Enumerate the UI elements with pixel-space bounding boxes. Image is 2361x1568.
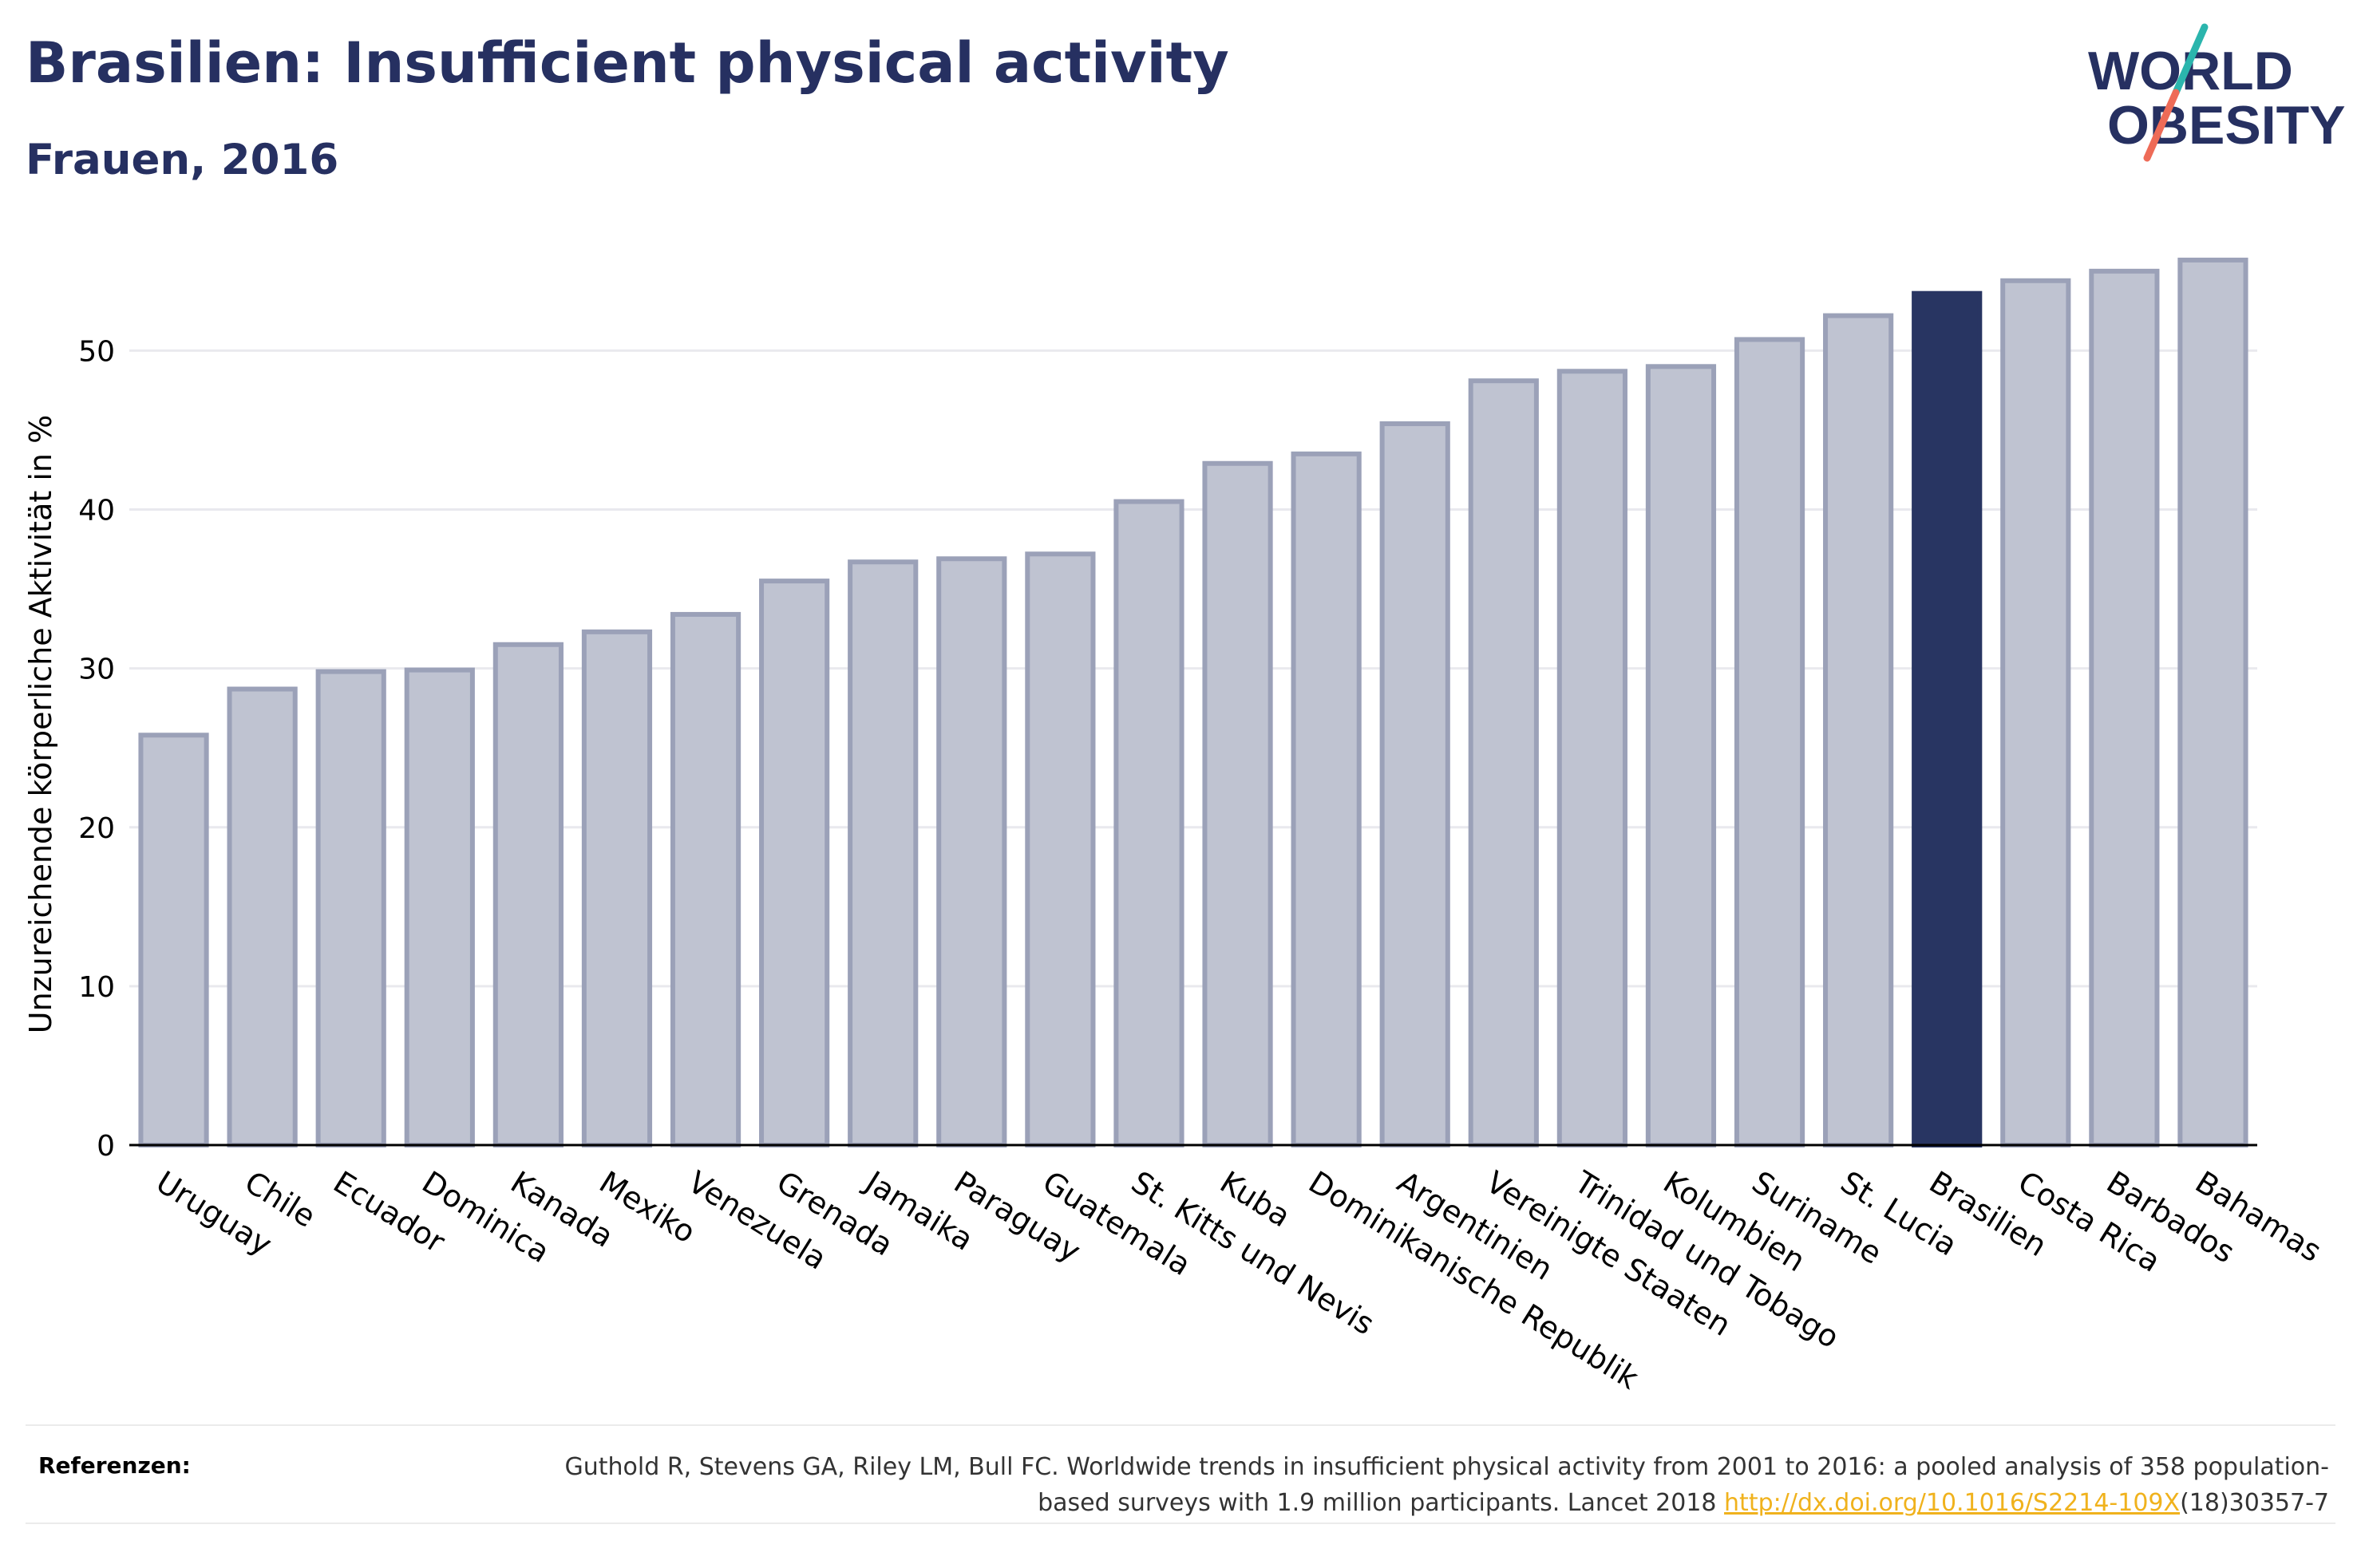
bar-ecuador <box>315 669 386 1147</box>
bar-mexiko <box>581 629 653 1147</box>
reference-divider-top <box>26 1424 2335 1426</box>
references-label: Referenzen: <box>38 1452 191 1479</box>
logo-line-2: OBESITY <box>2107 95 2346 156</box>
bar-dominikanische-republik <box>1291 451 1362 1147</box>
bars <box>138 257 2248 1148</box>
bar-st-kitts-und-nevis <box>1113 499 1184 1147</box>
references-text: Guthold R, Stevens GA, Riley LM, Bull FC… <box>493 1449 2329 1521</box>
bar-chile <box>227 686 298 1147</box>
y-tick-label: 20 <box>78 812 115 845</box>
bar-barbados <box>2089 268 2160 1147</box>
chart-title: Brasilien: Insufficient physical activit… <box>26 30 1229 96</box>
bar-bahamas <box>2177 257 2248 1147</box>
y-axis-ticks: 0 10 20 30 40 50 <box>78 335 115 1163</box>
references-citation: Guthold R, Stevens GA, Riley LM, Bull FC… <box>564 1453 2329 1517</box>
bar-brasilien <box>1912 290 1983 1147</box>
world-obesity-logo: WORLD OBESITY <box>2088 23 2346 162</box>
bar-st-lucia <box>1823 313 1894 1147</box>
y-tick-label: 50 <box>78 335 115 368</box>
bar-kuba <box>1202 460 1273 1147</box>
y-tick-label: 30 <box>78 654 115 686</box>
bar-jamaika <box>848 559 919 1147</box>
bar-dominica <box>404 667 475 1147</box>
y-axis-label: Unzureichende körperliche Aktivität in % <box>23 415 58 1033</box>
bar-grenada <box>759 579 830 1147</box>
y-tick-label: 40 <box>78 495 115 527</box>
bar-kolumbien <box>1645 364 1717 1148</box>
y-tick-label: 0 <box>97 1130 115 1163</box>
bar-suriname <box>1734 337 1805 1147</box>
logo-slash-coral <box>2143 89 2180 162</box>
bar-guatemala <box>1025 551 1096 1147</box>
bar-paraguay <box>936 556 1007 1147</box>
bar-venezuela <box>670 611 742 1147</box>
bar-trinidad-und-tobago <box>1556 369 1627 1148</box>
y-tick-label: 10 <box>78 971 115 1004</box>
logo-slash-teal <box>2172 23 2209 97</box>
chart-subtitle: Frauen, 2016 <box>26 136 339 184</box>
bar-kanada <box>492 642 564 1147</box>
bar-costa-rica <box>2000 278 2071 1147</box>
bar-uruguay <box>138 733 209 1147</box>
bar-vereinigte-staaten <box>1468 378 1539 1147</box>
references-doi-suffix: (18)30357-7 <box>2180 1489 2329 1517</box>
reference-divider-bottom <box>26 1523 2335 1524</box>
bar-argentinien <box>1379 421 1450 1147</box>
references-doi-link[interactable]: http://dx.doi.org/10.1016/S2214-109X <box>1724 1489 2181 1517</box>
